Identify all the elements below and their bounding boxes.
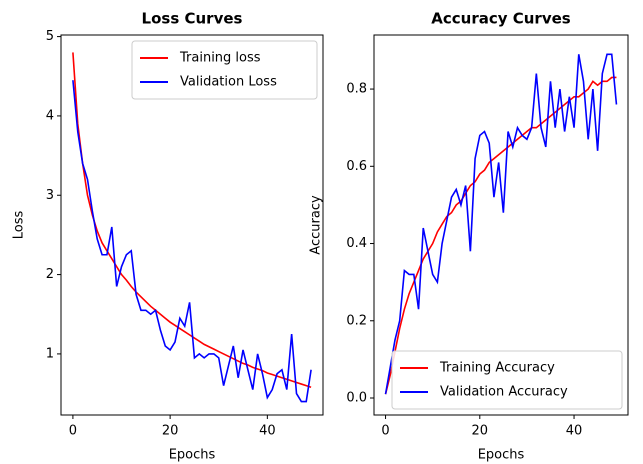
y-tick-label: 3 — [46, 188, 54, 203]
y-tick-label: 0.4 — [346, 236, 367, 251]
y-axis-label: Accuracy — [309, 195, 324, 255]
x-tick-label: 20 — [472, 424, 489, 439]
legend-label: Training loss — [179, 51, 261, 66]
data-line — [384, 53, 618, 395]
legend-label: Validation Accuracy — [440, 385, 568, 400]
y-axis-label: Loss — [12, 211, 27, 240]
x-tick-label: 0 — [69, 424, 77, 439]
y-tick-label: 1 — [46, 346, 54, 361]
y-tick-label: 0.6 — [346, 159, 367, 174]
x-tick-label: 40 — [259, 424, 276, 439]
x-axis-label: Epochs — [478, 448, 525, 463]
legend-box — [391, 350, 623, 410]
y-tick-label: 2 — [46, 267, 54, 282]
plot-frame — [60, 34, 324, 416]
y-tick-label: 5 — [46, 29, 54, 44]
data-line — [384, 76, 617, 395]
x-tick-label: 40 — [566, 424, 583, 439]
legend-label: Training Accuracy — [439, 361, 555, 376]
x-axis-label: Epochs — [169, 448, 216, 463]
legend-label: Validation Loss — [180, 75, 277, 90]
y-tick-label: 0.8 — [346, 82, 367, 97]
y-tick-label: 0.2 — [346, 313, 367, 328]
x-tick-label: 20 — [162, 424, 179, 439]
legend-box — [131, 40, 318, 100]
x-tick-label: 0 — [381, 424, 389, 439]
plot-frame — [373, 34, 629, 416]
y-tick-label: 4 — [46, 108, 54, 123]
chart-title: Accuracy Curves — [431, 10, 571, 28]
y-tick-label: 0.0 — [346, 391, 367, 406]
chart-title: Loss Curves — [142, 10, 243, 28]
data-line — [72, 80, 312, 403]
